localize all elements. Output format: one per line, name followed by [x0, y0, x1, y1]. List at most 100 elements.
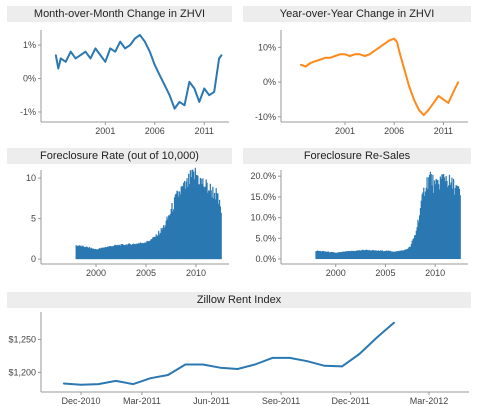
data-point [203, 87, 206, 90]
data-point [288, 357, 291, 359]
data-point [84, 50, 87, 53]
area-bar [209, 183, 211, 260]
area-bar [457, 185, 459, 260]
area-bar [452, 178, 455, 260]
area-bar [390, 251, 393, 260]
area-bar [382, 251, 384, 260]
area-bar [188, 173, 190, 260]
area-bar [208, 190, 210, 260]
x-tick-label: 2000 [326, 268, 346, 278]
data-point [124, 47, 126, 50]
data-point [314, 60, 317, 63]
y-tick-label: 5.0% [255, 233, 276, 243]
data-point [163, 84, 166, 86]
area-bar [442, 174, 444, 260]
area-bar [215, 188, 217, 260]
area-bar [402, 250, 404, 260]
area-bar [157, 235, 159, 260]
data-point [198, 101, 201, 103]
area-bar [137, 243, 139, 260]
area-bar [459, 195, 461, 260]
area-bar [372, 250, 374, 260]
area-bar [181, 185, 183, 260]
area-bar [206, 182, 208, 260]
area-bar [214, 199, 216, 260]
data-point [304, 65, 307, 68]
area-bar [103, 247, 106, 260]
area-bar [334, 252, 336, 260]
area-bar [403, 250, 405, 260]
area-bar [371, 250, 373, 260]
data-point [208, 94, 211, 97]
data-point [109, 47, 112, 50]
area-bar [340, 251, 342, 260]
data-point [393, 37, 395, 40]
chart-title: Month-over-Month Change in ZHVI [7, 6, 232, 22]
data-point [452, 91, 455, 94]
area-bar [321, 251, 323, 260]
area-bar [320, 251, 322, 260]
area-bar [118, 245, 120, 260]
area-bar [414, 235, 417, 260]
area-bar [166, 216, 168, 260]
y-tick-label: 15.0% [250, 192, 276, 202]
area-bar [367, 250, 369, 260]
y-tick-label: 10% [258, 42, 276, 52]
data-point [358, 353, 361, 355]
area-bar [380, 250, 382, 260]
area-bar [183, 182, 185, 260]
area-bar [148, 241, 150, 260]
x-tick-label: 2010 [186, 268, 206, 278]
area-bar [123, 245, 125, 260]
x-tick-label: Mar-2012 [410, 396, 449, 404]
area-bar [456, 185, 458, 260]
data-point [219, 366, 222, 369]
data-point [89, 57, 92, 60]
chart-title: Year-over-Year Change in ZHVI [243, 6, 471, 22]
area-bar [317, 250, 319, 260]
data-point [334, 55, 336, 57]
area-bar [423, 195, 426, 260]
area-bar [356, 250, 359, 260]
area-bar [336, 252, 339, 260]
area-bar [400, 250, 403, 260]
data-point [299, 63, 302, 66]
area-bar [127, 244, 129, 260]
area-bar [439, 176, 441, 260]
area-bar [429, 171, 432, 260]
area-bar [104, 247, 106, 260]
area-bar [395, 251, 398, 260]
area-bar [332, 252, 335, 260]
area-bar [89, 248, 91, 260]
area-bar [343, 251, 345, 260]
area-bar [103, 247, 105, 260]
area-bar [358, 250, 360, 260]
data-point [442, 98, 445, 101]
area-bar [90, 247, 92, 260]
area-bar [155, 234, 157, 260]
area-bar [373, 250, 375, 260]
area-bar [396, 251, 398, 260]
area-bar [203, 186, 205, 260]
area-bar [173, 209, 175, 260]
x-tick-label: Jun-2011 [193, 396, 230, 404]
area-bar [345, 251, 347, 260]
area-bar [218, 204, 220, 260]
area-bar [406, 248, 408, 260]
area-bar [391, 251, 393, 260]
data-point [144, 40, 146, 43]
chart-title: Foreclosure Re-Sales [243, 148, 471, 164]
area-bar [125, 244, 127, 260]
area-bar [168, 215, 170, 260]
area-bar [315, 251, 317, 260]
data-point [341, 365, 343, 368]
area-bar [147, 241, 149, 260]
area-bar [102, 247, 104, 260]
area-bar [85, 246, 87, 260]
data-point [437, 95, 440, 97]
area-bar [75, 245, 77, 260]
area-bar [352, 250, 354, 260]
area-bar [94, 248, 96, 260]
area-bar [344, 251, 346, 260]
x-tick-label: 2005 [375, 268, 395, 278]
